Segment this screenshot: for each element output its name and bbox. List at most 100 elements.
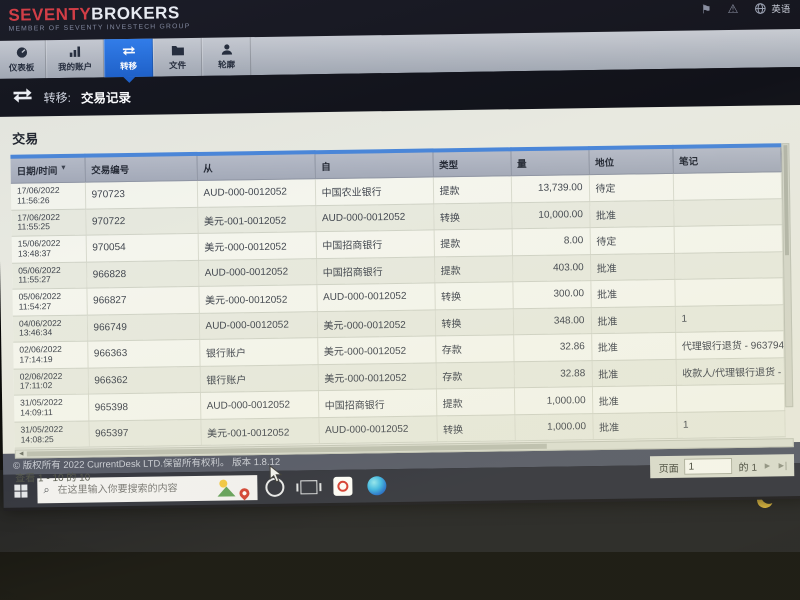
cell-type: 转换 xyxy=(434,308,514,337)
cell-to: 美元-000-0012052 xyxy=(317,336,436,365)
cell-amount: 10,000.00 xyxy=(511,201,590,229)
brand-name-red: SEVENTY xyxy=(8,4,92,25)
cell-to: AUD-000-0012052 xyxy=(315,203,434,232)
cell-txn-number: 970722 xyxy=(85,206,198,236)
col-header-date[interactable]: 日期/时间 ▼ xyxy=(10,155,85,184)
cell-amount: 403.00 xyxy=(511,254,591,282)
pagination-of: 的 1 xyxy=(738,462,758,474)
cell-from: AUD-000-0012052 xyxy=(196,178,316,207)
cell-amount: 8.00 xyxy=(511,227,590,256)
tab-label: 转移 xyxy=(120,60,138,72)
tab-label: 文件 xyxy=(169,60,187,71)
col-header-from[interactable]: 从 xyxy=(196,152,315,181)
col-header-amount[interactable]: 量 xyxy=(510,148,589,176)
cell-type: 存款 xyxy=(435,334,514,363)
announcements-flag-icon[interactable]: ⚑ xyxy=(700,2,712,17)
brand-name-white: BROKERS xyxy=(91,2,180,24)
last-page-icon[interactable]: ►| xyxy=(776,460,787,471)
laptop-base xyxy=(0,552,800,600)
cell-txn-number: 966828 xyxy=(86,260,199,289)
sort-desc-icon: ▼ xyxy=(59,164,67,172)
next-page-icon[interactable]: ► xyxy=(762,460,771,471)
cell-from: 美元-001-0012052 xyxy=(200,417,319,446)
cell-date: 31/05/2022 14:08:25 xyxy=(14,420,89,449)
cell-from: 美元-000-0012052 xyxy=(197,231,316,261)
cell-note xyxy=(674,277,783,307)
cell-date: 15/06/2022 13:48:37 xyxy=(11,235,87,263)
cell-amount: 1,000.00 xyxy=(514,413,593,442)
col-header-to[interactable]: 自 xyxy=(314,150,433,179)
cell-type: 提款 xyxy=(433,255,513,284)
alerts-warning-icon[interactable]: ⚠ xyxy=(727,1,739,17)
cell-amount: 13,739.00 xyxy=(510,174,590,203)
mouse-cursor xyxy=(269,464,283,483)
cell-from: AUD-000-0012052 xyxy=(198,311,318,340)
person-icon xyxy=(218,42,234,56)
transactions-table-wrap: 日期/时间 ▼ 交易编号 从 自 类型 量 地位 笔记 17/06/2022 1… xyxy=(10,143,794,449)
cell-txn-number: 965397 xyxy=(88,419,201,448)
cell-date: 05/06/2022 11:54:27 xyxy=(12,288,87,316)
tab-documents[interactable]: 文件 xyxy=(152,37,203,77)
cell-date: 17/06/2022 11:56:26 xyxy=(10,182,86,210)
pagination: 页面 的 1 ► ►| xyxy=(650,454,795,479)
scroll-left-arrow-icon[interactable]: ◄ xyxy=(17,450,25,458)
cell-status: 批准 xyxy=(589,199,674,228)
language-switcher[interactable]: 英语 xyxy=(754,1,790,16)
cell-to: 中国农业银行 xyxy=(314,176,434,206)
cell-status: 待定 xyxy=(588,173,674,202)
cell-status: 批准 xyxy=(592,412,677,440)
cell-from: 银行账户 xyxy=(199,337,318,367)
cell-to: 中国招商银行 xyxy=(315,256,435,285)
records-summary: 查看 1 - 10 的 10 xyxy=(15,472,91,485)
tab-label: 我的账户 xyxy=(58,61,93,72)
col-header-type[interactable]: 类型 xyxy=(432,149,511,177)
page-number-input[interactable] xyxy=(684,458,733,476)
cell-date: 04/06/2022 13:46:34 xyxy=(12,314,88,343)
cell-note: 收款人/代理银行退货 - 963374 xyxy=(675,357,784,386)
cell-amount: 300.00 xyxy=(512,280,591,309)
cell-type: 提款 xyxy=(433,228,512,257)
cell-status: 批准 xyxy=(591,332,676,361)
cell-amount: 348.00 xyxy=(512,307,592,335)
breadcrumb-section: 转移: xyxy=(43,90,72,105)
cell-txn-number: 966363 xyxy=(87,339,200,368)
scrollbar-thumb[interactable] xyxy=(783,145,790,256)
cell-status: 批准 xyxy=(591,385,677,414)
cell-amount: 32.86 xyxy=(513,333,592,362)
transfer-arrows-icon xyxy=(11,86,33,109)
tab-label: 轮廓 xyxy=(218,59,236,70)
page-title: 交易记录 xyxy=(80,90,132,106)
tab-dashboard[interactable]: 仪表板 xyxy=(0,40,47,79)
cell-note: 1 xyxy=(676,410,785,439)
col-header-status[interactable]: 地位 xyxy=(588,146,673,175)
cell-txn-number: 965398 xyxy=(87,392,201,421)
weather-widget-icon xyxy=(217,478,252,500)
cell-from: AUD-000-0012052 xyxy=(198,258,317,287)
cell-to: AUD-000-0012052 xyxy=(316,283,435,312)
cell-status: 批准 xyxy=(590,306,676,334)
cell-txn-number: 966362 xyxy=(87,366,200,395)
tab-label: 仪表板 xyxy=(8,62,35,73)
cell-note xyxy=(673,198,782,227)
pagination-label: 页面 xyxy=(658,463,679,475)
col-header-txn-number[interactable]: 交易编号 xyxy=(84,153,197,183)
tab-transfers[interactable]: 转移 xyxy=(103,38,154,78)
header-actions: ⚑ ⚠ 英语 xyxy=(700,1,791,17)
cell-type: 存款 xyxy=(435,361,514,390)
cell-note xyxy=(673,251,783,280)
cell-note: 1 xyxy=(674,304,784,333)
cell-to: 美元-000-0012052 xyxy=(317,362,436,391)
cell-note: 代理银行退货 - 963794 xyxy=(675,330,784,360)
cell-txn-number: 966749 xyxy=(86,313,200,342)
brand-tagline: MEMBER OF SEVENTY INVESTECH GROUP xyxy=(8,22,191,33)
cell-amount: 32.88 xyxy=(513,360,592,389)
task-view-icon xyxy=(299,479,317,494)
cell-note xyxy=(673,224,782,253)
cell-status: 批准 xyxy=(589,252,675,281)
tab-profile[interactable]: 轮廓 xyxy=(201,37,252,76)
col-header-notes[interactable]: 笔记 xyxy=(672,145,781,174)
cell-txn-number: 970054 xyxy=(85,233,199,262)
cell-date: 31/05/2022 14:09:11 xyxy=(14,394,89,422)
tab-my-accounts[interactable]: 我的账户 xyxy=(45,39,105,79)
